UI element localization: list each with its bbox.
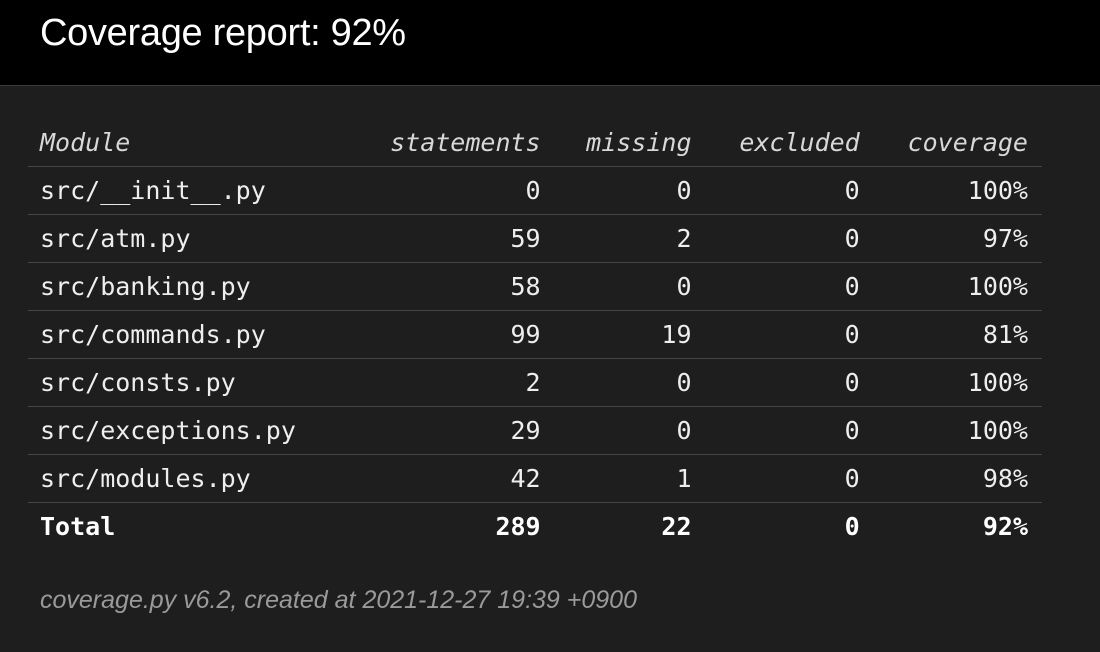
statements-cell: 0 [351,166,555,215]
total-coverage: 92% [982,512,1028,541]
missing-cell: 2 [554,214,706,263]
statements-cell: 42 [351,454,555,503]
excluded-cell: 0 [705,406,874,455]
missing-cell: 0 [554,358,706,407]
coverage-cell: 97% [873,214,1042,263]
coverage-table: Module statements missing excluded cover… [28,118,1042,550]
generator-link[interactable]: coverage.py v6.2 [40,586,231,614]
coverage-cell: 100% [873,166,1042,215]
table-row: src/atm.py 59 2 0 97% [28,214,1042,263]
column-header-statements[interactable]: statements [351,118,555,167]
coverage-cell: 100% [873,406,1042,455]
column-header-excluded[interactable]: excluded [705,118,874,167]
created-timestamp: 2021-12-27 19:39 +0900 [362,586,637,614]
table-row: src/__init__.py 0 0 0 100% [28,166,1042,215]
total-excluded: 0 [844,512,860,541]
missing-cell: 0 [554,406,706,455]
total-missing: 22 [661,512,692,541]
total-statements: 289 [495,512,541,541]
module-link[interactable]: src/banking.py [28,262,352,311]
statements-cell: 2 [351,358,555,407]
total-label: Total [40,512,116,541]
coverage-cell: 98% [873,454,1042,503]
footer-note: coverage.py v6.2, created at 2021-12-27 … [40,586,637,615]
module-link[interactable]: src/exceptions.py [28,406,352,455]
excluded-cell: 0 [705,358,874,407]
missing-cell: 19 [554,310,706,359]
total-row: Total 289 22 0 92% [28,503,1042,551]
page-title: Coverage report: 92% [40,12,406,54]
coverage-cell: 100% [873,358,1042,407]
module-link[interactable]: src/modules.py [28,454,352,503]
table-row: src/exceptions.py 29 0 0 100% [28,406,1042,455]
excluded-cell: 0 [705,262,874,311]
excluded-cell: 0 [705,454,874,503]
header: Coverage report: 92% [0,0,1100,86]
statements-cell: 58 [351,262,555,311]
coverage-cell: 81% [873,310,1042,359]
module-link[interactable]: src/consts.py [28,358,352,407]
created-prefix: , created at [230,586,363,614]
table-row: src/commands.py 99 19 0 81% [28,310,1042,359]
missing-cell: 0 [554,166,706,215]
table-row: src/banking.py 58 0 0 100% [28,262,1042,311]
column-header-coverage[interactable]: coverage [873,118,1042,167]
column-header-module[interactable]: Module [28,118,352,167]
table-row: src/modules.py 42 1 0 98% [28,454,1042,503]
missing-cell: 1 [554,454,706,503]
statements-cell: 99 [351,310,555,359]
excluded-cell: 0 [705,166,874,215]
missing-cell: 0 [554,262,706,311]
excluded-cell: 0 [705,310,874,359]
statements-cell: 29 [351,406,555,455]
statements-cell: 59 [351,214,555,263]
column-header-missing[interactable]: missing [554,118,706,167]
coverage-cell: 100% [873,262,1042,311]
report-content: Module statements missing excluded cover… [0,86,1100,652]
table-row: src/consts.py 2 0 0 100% [28,358,1042,407]
excluded-cell: 0 [705,214,874,263]
module-link[interactable]: src/__init__.py [28,166,352,215]
module-link[interactable]: src/atm.py [28,214,352,263]
table-header-row: Module statements missing excluded cover… [28,118,1042,167]
module-link[interactable]: src/commands.py [28,310,352,359]
